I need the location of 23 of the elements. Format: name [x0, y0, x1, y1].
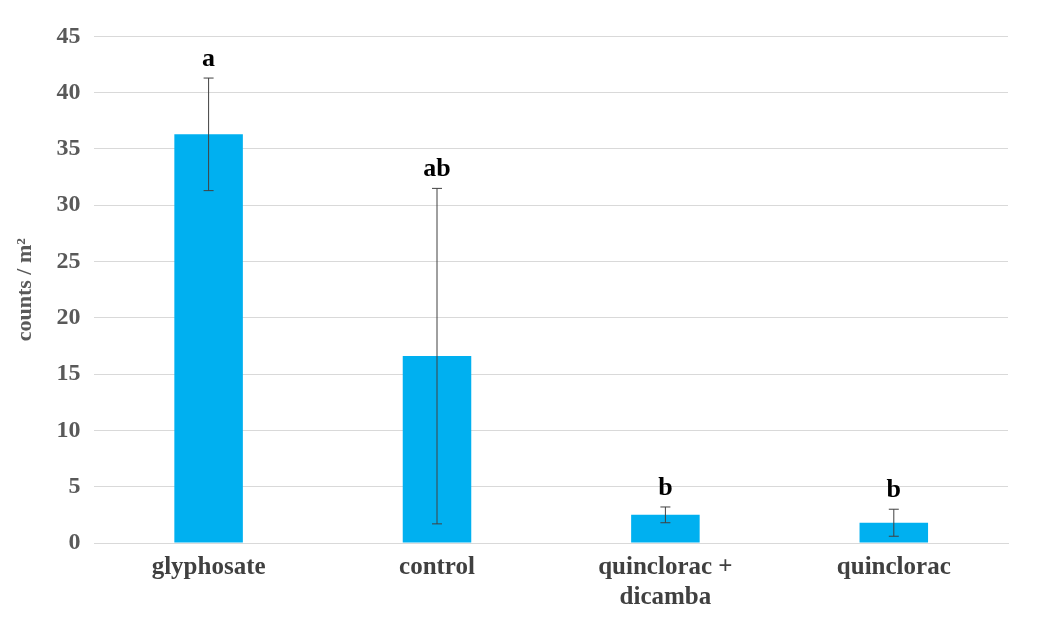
bar	[859, 522, 929, 543]
y-tick-label: 15	[56, 359, 81, 386]
x-tick-label: quinclorac + dicamba	[598, 552, 733, 610]
y-tick-label: 35	[56, 134, 81, 161]
bar	[174, 134, 243, 543]
x-tick-label: control	[399, 552, 476, 580]
y-tick-label: 20	[56, 303, 81, 330]
annotation: b	[658, 471, 673, 501]
annotation: b	[886, 473, 902, 503]
y-tick-label: 25	[56, 246, 81, 273]
y-tick-label: 30	[56, 190, 81, 217]
annotation: a	[202, 42, 216, 72]
y-tick-label: 40	[56, 77, 81, 104]
bar	[402, 356, 472, 543]
bar	[631, 514, 700, 543]
annotation: ab	[423, 153, 451, 183]
y-tick-label: 10	[56, 415, 81, 442]
y-tick-label: 0	[68, 528, 81, 555]
x-tick-label: glyphosate	[151, 552, 266, 580]
y-tick-label: 5	[68, 471, 81, 498]
y-axis-title: counts / m²	[10, 237, 36, 342]
y-tick-label: 45	[56, 21, 81, 48]
x-tick-label: quinclorac	[836, 552, 951, 580]
